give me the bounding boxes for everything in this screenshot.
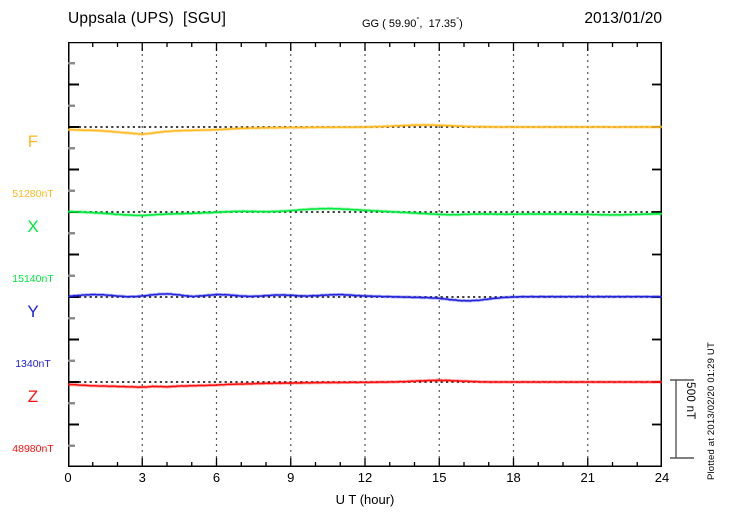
component-name-y: Y (27, 302, 39, 321)
x-tick-label: 21 (580, 470, 595, 485)
trace-z (68, 379, 662, 389)
x-tick-label: 3 (138, 470, 146, 485)
component-baseline-f: 51280nT (12, 188, 54, 200)
x-tick-label: 15 (432, 470, 447, 485)
x-tick-label: 9 (287, 470, 295, 485)
scale-bar (670, 379, 694, 459)
x-tick-label: 24 (654, 470, 670, 485)
plot-canvas (68, 42, 662, 467)
scale-bar-label: 500 nT (684, 382, 696, 420)
x-tick-label: 12 (357, 470, 373, 485)
component-name-z: Z (27, 387, 39, 406)
trace-y (68, 293, 662, 302)
degree-symbol-lon: ° (456, 15, 460, 24)
component-name-x: X (27, 217, 39, 236)
x-tick-label: 6 (212, 470, 221, 485)
trace-x (68, 207, 662, 217)
component-label-f: F 51280nT (0, 96, 66, 237)
component-label-x: X 15140nT (0, 181, 66, 322)
magnetogram-plot (68, 42, 662, 467)
x-axis-title: U T (hour) (335, 492, 395, 507)
x-tick-label: 0 (64, 470, 72, 485)
x-tick-label: 18 (506, 470, 521, 485)
trace-f (68, 124, 662, 136)
plotted-timestamp: Plotted at 2013/02/20 01:29 UT (706, 342, 717, 481)
degree-symbol-lat: ° (416, 15, 420, 24)
coords-lon: , 17.35 (419, 18, 457, 30)
component-label-y: Y 1340nT (0, 266, 66, 407)
coords-lat-prefix: GG ( 59.90 (362, 18, 417, 30)
component-baseline-z: 48980nT (12, 443, 54, 455)
station-title: Uppsala (UPS) [SGU] (68, 10, 227, 27)
geographic-coordinates: GG ( 59.90°, 17.35°) (362, 15, 463, 30)
component-name-f: F (27, 132, 39, 151)
component-baseline-x: 15140nT (12, 273, 54, 285)
coords-suffix: ) (459, 18, 463, 30)
component-baseline-y: 1340nT (15, 358, 51, 370)
observation-date: 2013/01/20 (584, 10, 662, 27)
component-label-z: Z 48980nT (0, 351, 66, 492)
